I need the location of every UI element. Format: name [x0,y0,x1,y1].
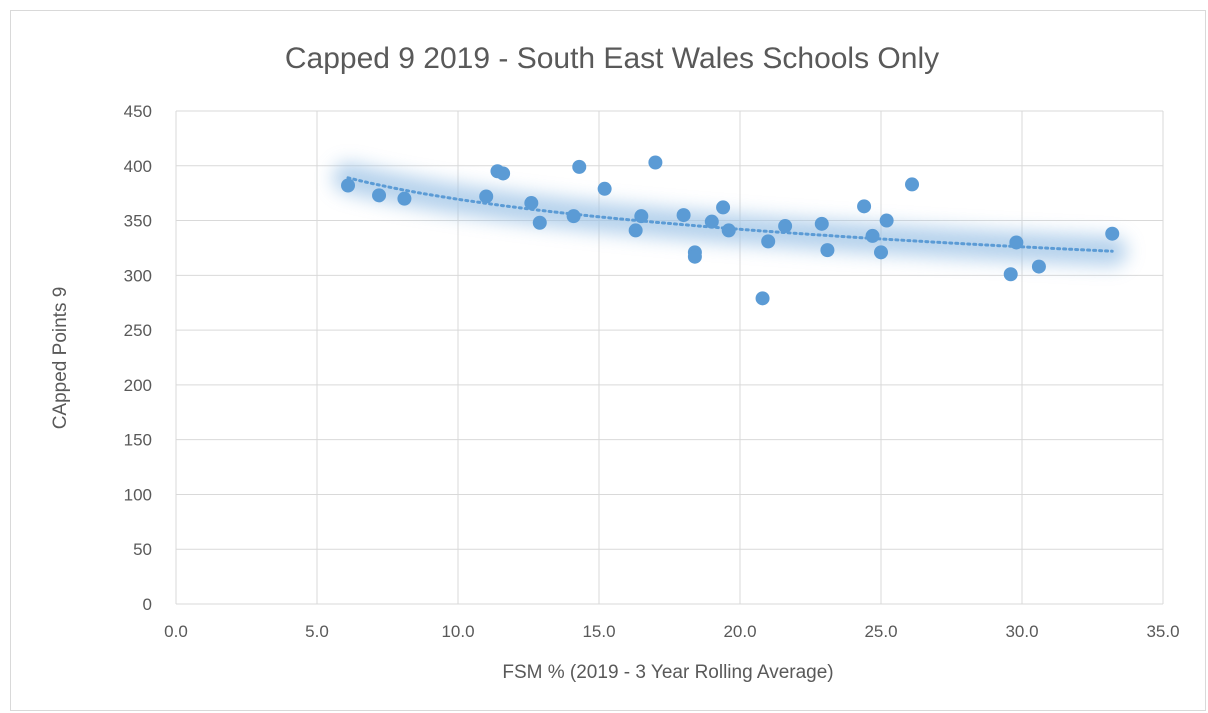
data-point [820,243,835,258]
y-tick-label: 200 [124,376,152,395]
chart-frame [10,10,1206,711]
data-point [1003,267,1018,282]
y-axis-title: CApped Points 9 [50,287,71,430]
data-point [879,213,894,228]
data-point [721,223,736,238]
data-point [814,216,829,231]
x-tick-label: 5.0 [305,622,329,641]
data-point [761,234,776,249]
data-point [496,166,511,181]
y-tick-label: 350 [124,212,152,231]
data-point [532,215,547,230]
data-point [397,191,412,206]
data-point [479,189,494,204]
chart-title: Capped 9 2019 - South East Wales Schools… [285,42,939,75]
x-tick-label: 10.0 [441,622,474,641]
y-tick-label: 400 [124,157,152,176]
data-point [597,181,612,196]
data-point [778,219,793,234]
y-tick-label: 150 [124,431,152,450]
data-point [874,245,888,260]
x-tick-label: 20.0 [723,622,756,641]
y-tick-label: 300 [124,266,152,285]
data-point [865,228,880,243]
y-tick-label: 0 [143,595,152,614]
data-point [716,200,731,215]
data-point [905,177,920,192]
data-point [1031,259,1046,274]
data-point [341,178,356,193]
trendline-glow [333,162,1128,267]
x-tick-label: 30.0 [1005,622,1038,641]
data-point [1105,226,1120,241]
data-point [628,223,643,238]
x-axis-title: FSM % (2019 - 3 Year Rolling Average) [502,662,833,683]
x-tick-label: 25.0 [864,622,897,641]
y-tick-label: 100 [124,485,152,504]
x-tick-label: 15.0 [582,622,615,641]
y-tick-label: 250 [124,321,152,340]
data-point [1009,235,1024,250]
data-point [372,188,387,203]
x-tick-label: 35.0 [1146,622,1179,641]
x-tick-label: 0.0 [164,622,188,641]
data-point [648,155,663,170]
y-tick-label: 50 [133,540,152,559]
data-point [704,214,719,229]
data-point [524,196,539,211]
data-point [687,249,702,264]
trendline [333,162,1128,267]
data-point [572,159,587,174]
data-point [634,209,649,224]
data-points [341,155,1120,306]
data-point [755,291,770,306]
gridlines [175,110,1164,605]
axes: 0 50 100 150 200 250 300 350 400 450 0.0 5.0 10.0 15.… [124,102,1180,641]
y-tick-label: 450 [124,102,152,121]
data-point [566,209,581,224]
data-point [857,199,872,214]
data-point [676,208,691,223]
